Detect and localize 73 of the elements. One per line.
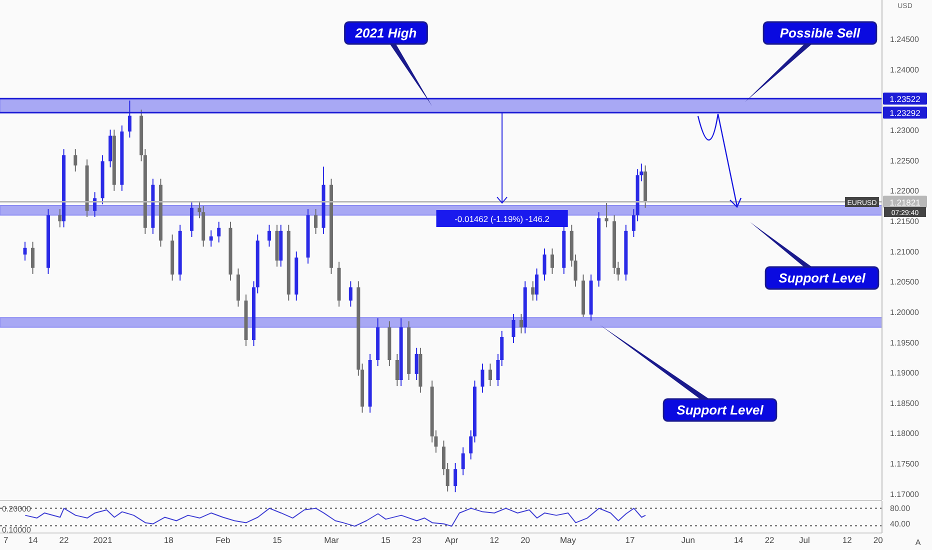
candlestick — [550, 248, 554, 274]
annotation: Possible Sell — [780, 26, 860, 40]
candlestick — [58, 208, 62, 228]
y-tick-label: 1.22000 — [890, 186, 920, 196]
candlestick — [23, 241, 27, 262]
y-tick-label: 1.19000 — [890, 368, 920, 378]
x-tick-label: 18 — [164, 535, 174, 546]
annotation: 2021 High — [354, 26, 417, 40]
candlestick — [461, 446, 465, 476]
candlestick — [190, 201, 194, 238]
x-tick-label: Mar — [324, 535, 339, 546]
candlestick — [520, 313, 523, 334]
y-tick-label: 1.18500 — [890, 398, 920, 408]
y-tick-label: 1.17500 — [890, 459, 920, 468]
candlestick — [414, 347, 418, 380]
x-tick-label: 23 — [412, 535, 422, 546]
y2-tick-label: 0.20000 — [2, 504, 32, 514]
x-tick-label: 7 — [3, 535, 8, 546]
candlestick — [74, 148, 78, 172]
candlestick — [314, 208, 318, 234]
y-tick-label: 1.21500 — [890, 217, 920, 226]
x-tick-label: 14 — [28, 535, 38, 546]
text: A — [915, 538, 922, 547]
x-tick-label: 17 — [625, 535, 635, 546]
candlestick — [348, 280, 352, 308]
y-tick-label: 1.23000 — [890, 126, 920, 136]
ref-line-label: 1.23522 — [890, 94, 921, 104]
y-tick-label: 1.24500 — [890, 35, 920, 44]
y-tick-label: 1.19500 — [890, 338, 920, 348]
x-tick-label: 20 — [873, 535, 884, 546]
y-tick-label: 1.24000 — [890, 66, 920, 75]
candlestick — [31, 241, 35, 274]
annotation: -0.01462 (-1.19%) -146.2 — [454, 214, 550, 224]
candlestick — [128, 100, 132, 138]
candlestick — [542, 248, 546, 282]
ref-line-label: 1.23292 — [890, 108, 921, 118]
x-tick-label: Jul — [799, 535, 810, 546]
y-tick-label: 1.20500 — [890, 278, 920, 287]
x-tick-label: 12 — [842, 535, 852, 546]
x-tick-label: 15 — [272, 535, 282, 546]
x-tick-label: 2021 — [93, 535, 112, 546]
y-tick-label: 1.22500 — [890, 156, 920, 166]
x-tick-label: 12 — [490, 535, 500, 546]
x-tick-label: 15 — [381, 535, 391, 546]
x-tick-label: May — [560, 535, 577, 546]
y-tick-label: 1.18000 — [890, 429, 920, 438]
x-tick-label: 14 — [734, 535, 744, 546]
candlestick — [454, 462, 458, 493]
y-tick-label: 40.00 — [890, 520, 911, 529]
x-tick-label: 22 — [764, 535, 775, 546]
candlestick — [209, 230, 213, 248]
x-tick-label: 20 — [520, 535, 530, 546]
candlestick — [531, 280, 535, 302]
ref-line-label: 1.21821 — [890, 197, 921, 208]
y-tick-label: 1.21000 — [890, 247, 920, 256]
candlestick — [535, 268, 539, 302]
y-tick-label: 80.00 — [890, 504, 911, 514]
x-tick-label: 22 — [59, 535, 69, 546]
candlestick — [217, 221, 221, 243]
y2-tick-label: 0.10000 — [2, 525, 32, 534]
candlestick — [488, 363, 492, 387]
y-tick-label: 1.20000 — [890, 308, 920, 317]
x-tick-label: Jun — [681, 535, 696, 546]
y-tick-label: 1.17000 — [890, 490, 920, 499]
candlestick — [480, 363, 484, 394]
candlestick — [268, 224, 271, 248]
candlestick — [93, 192, 97, 218]
candlestick — [604, 202, 608, 228]
x-tick-label: Apr — [445, 535, 458, 546]
annotation: Support Level — [676, 402, 764, 418]
x-tick-label: Feb — [216, 535, 231, 546]
candlestick — [395, 353, 399, 387]
annotation: Support Level — [778, 270, 866, 286]
